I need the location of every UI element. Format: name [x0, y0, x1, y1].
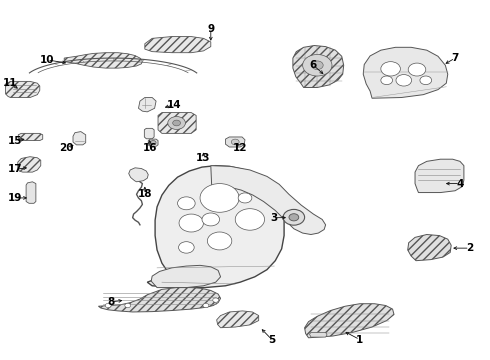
Polygon shape: [145, 129, 154, 139]
Circle shape: [408, 63, 426, 76]
Polygon shape: [129, 168, 148, 182]
Text: 19: 19: [8, 193, 23, 203]
Circle shape: [231, 139, 239, 145]
Polygon shape: [147, 166, 284, 288]
Circle shape: [178, 242, 194, 253]
Circle shape: [179, 214, 203, 232]
Text: 3: 3: [270, 213, 278, 222]
Polygon shape: [211, 166, 326, 234]
Circle shape: [105, 303, 111, 308]
Text: 7: 7: [451, 53, 459, 63]
Text: 10: 10: [40, 55, 54, 65]
Polygon shape: [305, 304, 394, 338]
Text: 20: 20: [59, 143, 74, 153]
Polygon shape: [415, 159, 464, 193]
Text: 11: 11: [3, 78, 18, 88]
Circle shape: [396, 75, 412, 86]
Polygon shape: [145, 37, 211, 53]
Polygon shape: [225, 137, 245, 147]
Circle shape: [238, 193, 252, 203]
Text: 12: 12: [233, 143, 247, 153]
Polygon shape: [293, 45, 343, 87]
Circle shape: [289, 214, 299, 221]
Polygon shape: [408, 234, 451, 261]
Text: 2: 2: [466, 243, 473, 253]
Text: 16: 16: [143, 143, 157, 153]
Circle shape: [381, 76, 392, 85]
Text: 15: 15: [8, 136, 23, 145]
Text: 17: 17: [8, 164, 23, 174]
Circle shape: [200, 184, 239, 212]
Circle shape: [420, 76, 432, 85]
Circle shape: [235, 209, 265, 230]
Text: 14: 14: [167, 100, 181, 110]
Polygon shape: [139, 98, 156, 112]
Circle shape: [202, 213, 220, 226]
Circle shape: [381, 62, 400, 76]
Polygon shape: [18, 157, 41, 172]
Text: 8: 8: [107, 297, 114, 307]
Circle shape: [283, 210, 305, 225]
Polygon shape: [158, 113, 196, 134]
Polygon shape: [73, 132, 86, 145]
Text: 4: 4: [456, 179, 464, 189]
Circle shape: [213, 298, 219, 302]
Circle shape: [203, 303, 209, 308]
Text: 18: 18: [138, 189, 152, 199]
Circle shape: [303, 54, 332, 76]
Polygon shape: [18, 134, 43, 140]
Polygon shape: [217, 311, 259, 328]
Circle shape: [172, 120, 180, 126]
Text: 13: 13: [196, 153, 211, 163]
Polygon shape: [26, 182, 36, 203]
Circle shape: [168, 117, 185, 130]
Circle shape: [125, 303, 131, 308]
Polygon shape: [363, 47, 448, 98]
Polygon shape: [5, 81, 40, 98]
Text: 1: 1: [356, 334, 364, 345]
Text: 5: 5: [268, 334, 275, 345]
Polygon shape: [310, 332, 327, 337]
Circle shape: [312, 61, 323, 69]
Text: 9: 9: [207, 24, 214, 35]
Polygon shape: [64, 53, 143, 68]
Text: 6: 6: [310, 60, 317, 70]
Circle shape: [150, 140, 156, 145]
Circle shape: [207, 232, 232, 250]
Polygon shape: [148, 139, 158, 146]
Polygon shape: [151, 265, 220, 288]
Polygon shape: [98, 288, 220, 312]
Circle shape: [177, 197, 195, 210]
